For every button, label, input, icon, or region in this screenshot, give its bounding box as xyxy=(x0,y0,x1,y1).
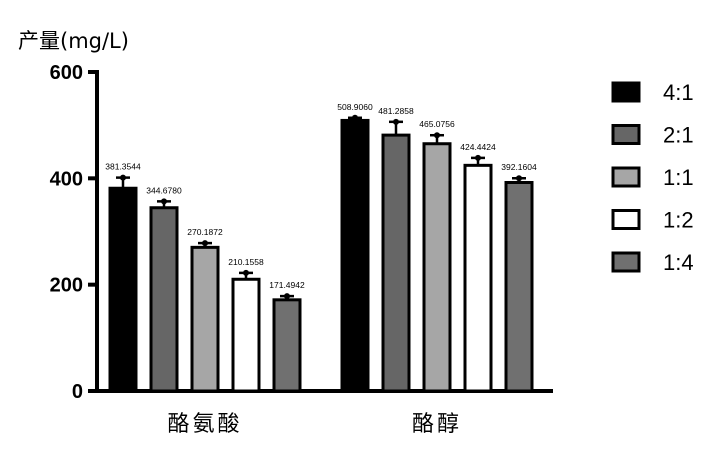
bar xyxy=(108,186,138,393)
y-axis-label: 产量(mg/L) xyxy=(18,29,129,53)
data-label: 392.1604 xyxy=(501,162,537,172)
data-label: 344.6780 xyxy=(146,185,182,195)
legend-swatch xyxy=(611,209,641,230)
y-tick-label: 0 xyxy=(72,381,83,403)
data-point xyxy=(434,132,440,139)
legend-swatch xyxy=(611,124,641,145)
data-point xyxy=(352,114,358,121)
legend-label: 2:1 xyxy=(663,123,694,148)
bar xyxy=(340,118,370,393)
y-tick-label: 400 xyxy=(50,168,83,190)
bar xyxy=(190,245,220,393)
y-tick-label: 200 xyxy=(50,275,83,297)
legend-label: 1:4 xyxy=(663,250,694,275)
legend-label: 1:2 xyxy=(663,208,694,233)
x-category-label: 酪氨酸 xyxy=(167,412,242,437)
legend-swatch xyxy=(611,81,641,103)
bar xyxy=(231,277,261,393)
y-tick-label: 600 xyxy=(50,62,83,84)
bar xyxy=(381,133,411,393)
legend: 4:1 2:1 1:1 1:2 1:4 xyxy=(611,80,694,275)
data-point xyxy=(202,240,208,247)
data-label: 465.0756 xyxy=(419,119,455,129)
data-point xyxy=(393,118,399,125)
bars: 381.3544 344.6780 270.1872 210.1558 171.4942… xyxy=(105,102,537,393)
data-label: 171.4942 xyxy=(269,280,305,290)
bar xyxy=(463,163,493,393)
bar xyxy=(504,181,534,393)
data-label: 481.2858 xyxy=(378,106,414,116)
data-point xyxy=(161,198,167,205)
data-label: 210.1558 xyxy=(228,257,264,267)
data-point xyxy=(243,269,249,276)
x-category-label: 酪醇 xyxy=(412,412,462,437)
data-point xyxy=(120,174,126,181)
legend-label: 1:1 xyxy=(663,165,694,190)
legend-label: 4:1 xyxy=(663,80,694,105)
bar xyxy=(149,206,179,393)
legend-swatch xyxy=(611,166,641,188)
data-point xyxy=(475,154,481,161)
data-point xyxy=(284,293,290,300)
data-label: 508.9060 xyxy=(337,102,373,112)
bar xyxy=(422,142,452,393)
data-label: 270.1872 xyxy=(187,227,223,237)
data-point xyxy=(516,175,522,182)
legend-swatch xyxy=(611,251,641,273)
data-label: 381.3544 xyxy=(105,162,141,172)
data-label: 424.4424 xyxy=(460,142,496,152)
bar xyxy=(272,298,302,393)
